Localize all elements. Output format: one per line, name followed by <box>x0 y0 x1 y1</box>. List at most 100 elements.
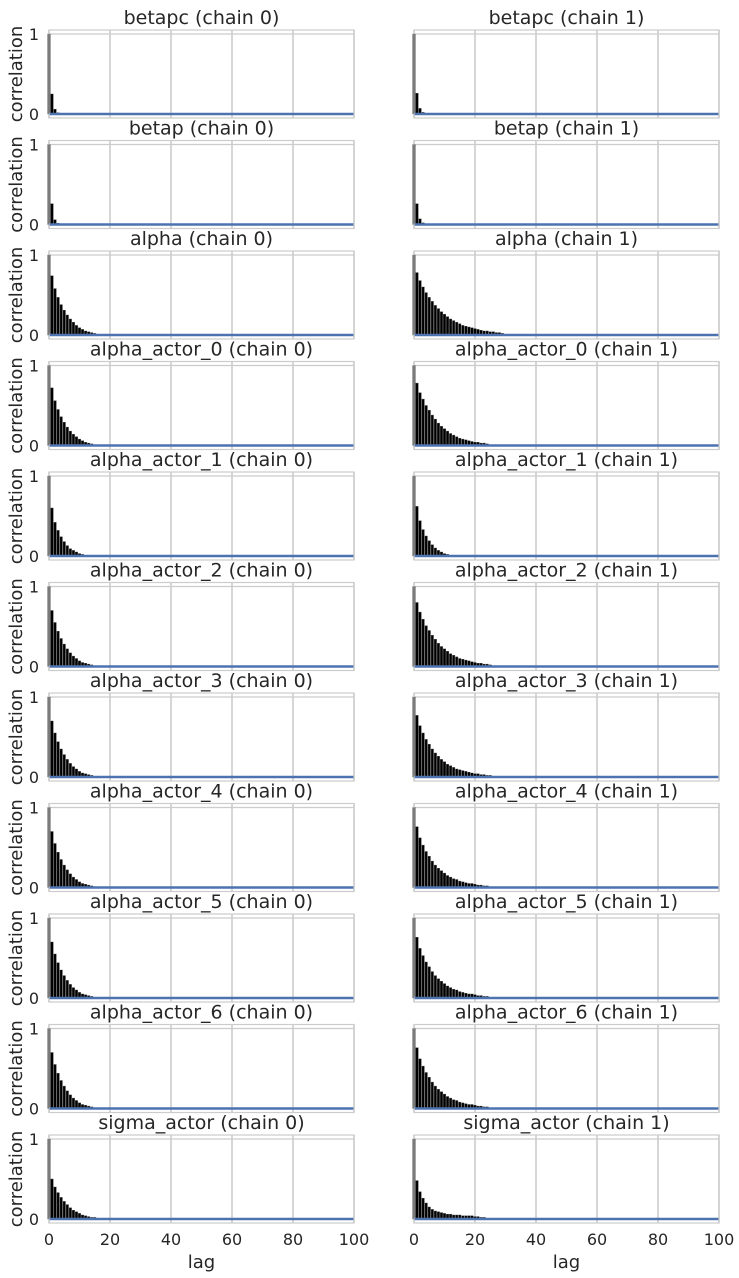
panel-title: sigma_actor (chain 0) <box>98 1112 304 1134</box>
acf-bar <box>415 272 419 336</box>
acf-bar <box>424 961 428 999</box>
x-tick-label: 100 <box>704 1230 735 1249</box>
plot-area <box>414 693 719 781</box>
acf-bar <box>440 646 443 667</box>
acf-bar <box>53 843 57 888</box>
x-axis-label: lag <box>188 1252 215 1273</box>
acf-bar <box>59 536 63 557</box>
plot-area <box>49 361 354 450</box>
acf-bar <box>446 985 449 999</box>
acf-bar <box>418 1191 422 1220</box>
plot-frame <box>48 360 355 451</box>
plot-area <box>414 803 719 892</box>
acf-bar <box>455 436 459 446</box>
plot-area <box>49 251 354 339</box>
acf-bar <box>424 625 428 667</box>
acf-bar <box>421 286 425 336</box>
plot-frame <box>413 1134 720 1224</box>
acf-bar <box>65 1090 69 1109</box>
acf-bar <box>418 725 422 778</box>
y-tick-label: 1 <box>29 25 39 44</box>
acf-bar <box>443 1093 446 1109</box>
acf-bar <box>430 544 434 557</box>
plot-area <box>414 251 719 339</box>
plot-area <box>414 472 719 560</box>
x-tick-label: 60 <box>587 1230 607 1249</box>
acf-bar <box>53 1064 57 1109</box>
acf-bar <box>421 844 425 888</box>
acf-bar <box>68 430 72 446</box>
plot-area <box>49 1024 354 1113</box>
acf-bar <box>452 1099 456 1109</box>
plot-frame <box>48 692 355 782</box>
acf-bar <box>50 203 54 225</box>
acf-bar <box>68 984 72 999</box>
plot-area <box>414 140 719 229</box>
y-axis-label: correlation <box>6 689 27 786</box>
acf-bar <box>421 529 425 557</box>
plot-area <box>49 1135 354 1223</box>
acf-bar <box>452 767 456 778</box>
acf-bar <box>71 655 75 667</box>
plot-area <box>414 1024 719 1113</box>
panel-title: alpha_actor_0 (chain 0) <box>90 339 313 361</box>
plot-area <box>414 30 719 118</box>
acf-bar <box>62 541 66 557</box>
acf-bar <box>50 387 54 446</box>
acf-bar <box>461 325 465 336</box>
acf-bar <box>443 983 446 999</box>
y-tick-label: 1 <box>29 246 39 265</box>
acf-bar <box>53 400 57 446</box>
acf-bar <box>443 872 446 888</box>
x-tick-label: 0 <box>44 1230 54 1249</box>
plot-frame <box>413 1023 720 1114</box>
plot-frame <box>48 250 355 340</box>
acf-bar <box>53 288 57 336</box>
panel-title: betapc (chain 0) <box>124 7 280 29</box>
acf-bar <box>449 653 453 667</box>
acf-bar <box>446 764 449 778</box>
acf-bar <box>59 1197 63 1220</box>
acf-bar <box>71 876 75 888</box>
acf-bar <box>75 325 78 336</box>
plot-area <box>49 140 354 229</box>
acf-bar <box>68 318 72 336</box>
acf-bar <box>53 732 57 778</box>
acf-bar <box>56 530 60 557</box>
acf-bar <box>50 1052 54 1109</box>
acf-bar <box>430 635 434 667</box>
acf-bar <box>59 859 63 888</box>
acf-bar <box>71 322 75 336</box>
acf-bar <box>421 955 425 999</box>
acf-bar <box>443 648 446 667</box>
panel-title: alpha_actor_1 (chain 0) <box>90 449 313 471</box>
acf-bar <box>424 1072 428 1109</box>
acf-bar <box>59 969 63 999</box>
acf-bar <box>53 522 57 557</box>
y-tick-label: 0 <box>29 216 39 235</box>
acf-bar <box>62 864 66 888</box>
panel-title: alpha_actor_6 (chain 0) <box>90 1002 313 1024</box>
acf-bar <box>65 759 69 778</box>
acf-bar <box>53 622 57 667</box>
acf-bar <box>436 422 440 446</box>
acf-bar <box>418 520 422 557</box>
acf-bar <box>62 975 66 999</box>
acf-bar <box>415 382 419 446</box>
acf-bar <box>433 305 437 336</box>
y-tick-label: 1 <box>29 688 39 707</box>
acf-bar <box>436 308 440 336</box>
acf-bar <box>68 763 72 778</box>
acf-bar <box>75 436 78 446</box>
panel-title: betapc (chain 1) <box>489 7 645 29</box>
acf-bar <box>62 1201 66 1220</box>
panel-title: betap (chain 1) <box>494 118 639 140</box>
acf-bar <box>50 941 54 999</box>
acf-bar <box>56 409 60 446</box>
acf-bar <box>446 316 449 336</box>
acf-bar <box>440 1091 443 1109</box>
acf-bar <box>433 1085 437 1109</box>
acf-bar <box>56 1073 60 1109</box>
x-tick-label: 40 <box>526 1230 546 1249</box>
